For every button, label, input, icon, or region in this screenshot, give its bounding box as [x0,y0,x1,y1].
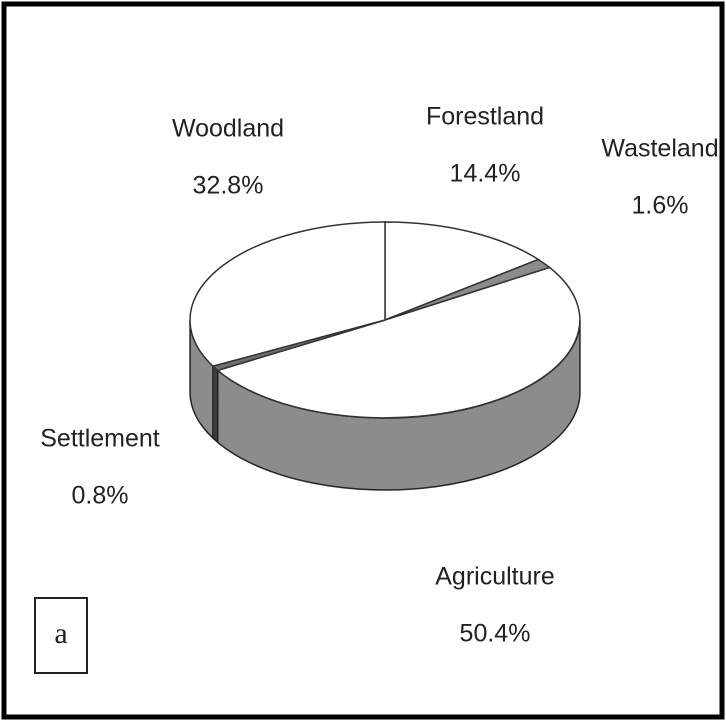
pie-labels: Forestland 14.4% Wasteland 1.6% Agriculture 5… [40,103,718,648]
panel-label: a [54,617,67,650]
slice-label: Woodland [172,115,284,143]
slice [384,221,540,322]
slice-side-shade [212,366,218,443]
slice-label: Agriculture [435,563,555,591]
slice-value-label: 50.4% [460,620,531,648]
pie-tops [189,221,581,419]
slice [216,266,581,419]
pie-sides [189,319,581,491]
slice-label: Settlement [40,425,160,453]
slice-side-shade [217,320,580,490]
panel-box [34,597,88,674]
slice [189,221,386,367]
slice-value-label: 1.6% [632,192,689,220]
slice-value-label: 0.8% [72,482,129,510]
slice-side-shade [190,320,213,439]
slice-value-label: 14.4% [450,160,521,188]
slice-value-label: 32.8% [193,172,264,200]
slice-label: Forestland [426,103,544,131]
slice-label: Wasteland [601,135,718,163]
